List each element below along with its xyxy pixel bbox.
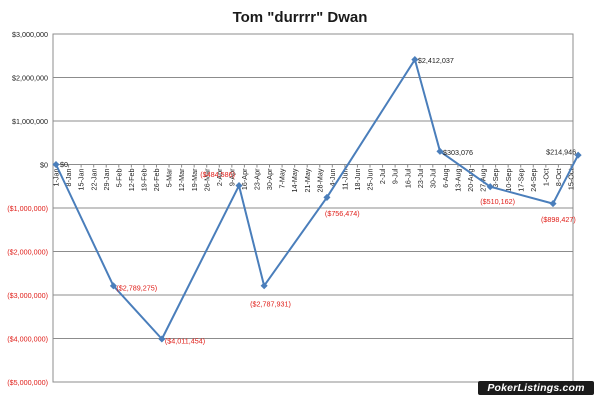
y-tick-label: $3,000,000 [12, 30, 48, 39]
x-tick-label: 18-Jun [353, 169, 362, 191]
x-tick-label: 1-Jan [52, 169, 61, 187]
y-tick-label: ($1,000,000) [7, 204, 48, 213]
x-tick-label: 15-Jan [77, 169, 86, 191]
data-point [323, 193, 331, 201]
x-tick-label: 16-Jul [403, 168, 412, 188]
x-tick-label: 28-May [315, 168, 324, 192]
data-label: ($756,474) [325, 209, 360, 218]
data-label: ($898,427) [541, 215, 576, 224]
x-tick-label: 26-Mar [202, 168, 211, 191]
gridlines [53, 77, 573, 339]
x-tick-label: 24-Sep [529, 169, 538, 192]
x-tick-label: 26-Feb [152, 169, 161, 192]
data-labels: $0 ($2,789,275) ($4,011,454) ($484,586) ($2,… [60, 56, 576, 345]
x-tick-label: 17-Sep [516, 169, 525, 192]
x-tick-label: 23-Jul [416, 168, 425, 188]
x-tick-label: 10-Sep [504, 169, 513, 192]
y-tick-label: $1,000,000 [12, 117, 48, 126]
watermark-text: PokerListings.com [487, 382, 585, 394]
pokerlistings-logo: PokerListings.com [478, 381, 594, 395]
x-tick-label: 9-Apr [227, 168, 236, 186]
x-tick-label: 6-Aug [441, 169, 450, 188]
data-point [158, 335, 166, 343]
y-tick-label: ($4,000,000) [7, 335, 48, 344]
x-tick-label: 22-Jan [89, 169, 98, 191]
x-tick-label: 29-Jan [102, 169, 111, 191]
data-point [260, 282, 268, 290]
x-tick-label: 8-Jan [64, 169, 73, 187]
x-tick-label: 8-Oct [554, 169, 563, 187]
data-point [235, 182, 243, 190]
x-tick-label: 7-May [278, 168, 287, 188]
data-label: ($510,162) [480, 197, 515, 206]
x-tick-label: 2-Jul [378, 168, 387, 184]
x-tick-label: 15-Oct [567, 169, 576, 191]
chart-title: Tom "durrrr" Dwan [232, 9, 368, 26]
y-tick-label: ($2,000,000) [7, 248, 48, 257]
x-tick-label: 19-Feb [140, 169, 149, 192]
x-tick-label: 19-Mar [190, 168, 199, 191]
data-point [549, 200, 557, 208]
x-tick-label: 1-Oct [541, 169, 550, 187]
x-tick-label: 20-Aug [466, 169, 475, 192]
x-tick-label: 30-Jul [428, 168, 437, 188]
x-axis-tick-labels: 1-Jan 8-Jan 15-Jan 22-Jan 29-Jan 5-Feb 12-Feb 1… [52, 168, 576, 193]
x-tick-label: 25-Jun [366, 169, 375, 191]
y-tick-label: $2,000,000 [12, 74, 48, 83]
x-tick-label: 13-Aug [454, 169, 463, 192]
data-label: $2,412,037 [418, 56, 454, 65]
data-point [411, 56, 419, 64]
y-axis-tick-labels: $3,000,000 $2,000,000 $1,000,000 $0 ($1,000,… [7, 30, 48, 387]
x-tick-label: 9-Jul [391, 168, 400, 184]
data-label: $214,946 [546, 148, 576, 157]
data-point [574, 151, 582, 159]
plot-area-border [52, 33, 574, 383]
data-label: $303,076 [443, 148, 473, 157]
y-tick-label: ($3,000,000) [7, 291, 48, 300]
data-label: ($2,789,275) [116, 283, 157, 292]
data-label: ($484,586) [200, 170, 235, 179]
x-tick-label: 3-Sep [491, 169, 500, 188]
x-tick-label: 21-May [303, 168, 312, 192]
y-tick-label: ($5,000,000) [7, 378, 48, 387]
x-tick-label: 4-Jun [328, 169, 337, 187]
x-tick-label: 30-Apr [265, 168, 274, 190]
x-tick-label: 12-Mar [177, 168, 186, 191]
x-tick-label: 11-Jun [340, 169, 349, 190]
data-point [52, 160, 60, 169]
x-tick-label: 14-May [290, 168, 299, 192]
data-label: ($4,011,454) [165, 336, 205, 345]
x-tick-label: 23-Apr [253, 168, 262, 190]
x-tick-label: 5-Feb [114, 169, 123, 188]
x-tick-label: 2-Apr [215, 168, 224, 186]
data-label: ($2,787,931) [250, 299, 291, 308]
data-point [436, 147, 444, 155]
data-point [486, 183, 494, 191]
y-tick-label: $0 [40, 161, 48, 170]
x-tick-label: 16-Apr [240, 168, 249, 190]
data-points [52, 56, 582, 343]
x-tick-label: 12-Feb [127, 169, 136, 192]
x-tick-label: 27-Aug [479, 169, 488, 192]
data-point [109, 282, 117, 290]
data-label: $0 [60, 160, 68, 169]
x-tick-label: 5-Mar [165, 168, 174, 187]
